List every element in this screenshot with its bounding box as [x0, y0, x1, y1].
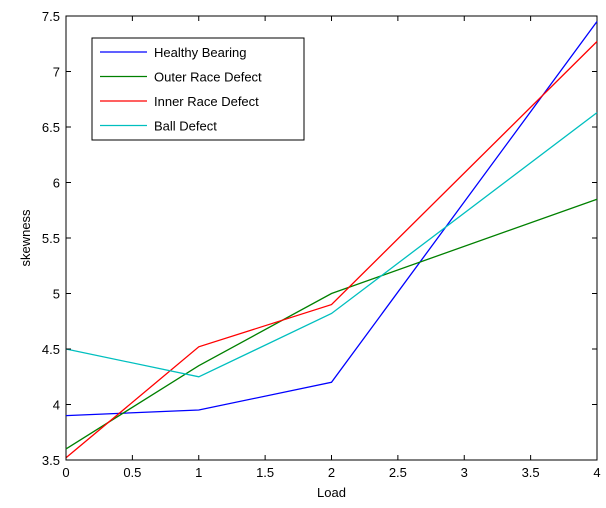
- y-axis-label: skewness: [18, 209, 33, 267]
- x-tick-label: 0: [62, 465, 69, 480]
- y-tick-label: 4: [53, 398, 60, 413]
- legend-label-3: Ball Defect: [154, 119, 217, 134]
- y-tick-label: 6.5: [42, 120, 60, 135]
- x-tick-label: 3.5: [522, 465, 540, 480]
- x-tick-label: 2.5: [389, 465, 407, 480]
- x-tick-label: 4: [593, 465, 600, 480]
- x-tick-label: 1.5: [256, 465, 274, 480]
- y-tick-label: 7: [53, 65, 60, 80]
- series-line-2: [65, 41, 598, 459]
- y-tick-labels: 3.5 4 4.5 5 5.5 6 6.5 7 7.5: [42, 9, 60, 468]
- series-line-0: [65, 21, 598, 417]
- series-lines: [65, 21, 598, 459]
- legend-label-1: Outer Race Defect: [154, 70, 262, 85]
- x-axis-label: Load: [317, 485, 346, 500]
- y-tick-label: 5.5: [42, 231, 60, 246]
- legend-label-2: Inner Race Defect: [154, 94, 259, 109]
- y-tick-label: 5: [53, 287, 60, 302]
- y-tick-label: 3.5: [42, 453, 60, 468]
- x-tick-label: 1: [195, 465, 202, 480]
- x-tick-label: 2: [328, 465, 335, 480]
- y-tick-label: 4.5: [42, 342, 60, 357]
- axis-ticks: [65, 15, 598, 461]
- x-tick-label: 0.5: [123, 465, 141, 480]
- y-tick-label: 7.5: [42, 9, 60, 24]
- legend-items: Healthy Bearing Outer Race Defect Inner Ra…: [100, 45, 262, 134]
- y-tick-label: 6: [53, 176, 60, 191]
- x-tick-label: 3: [461, 465, 468, 480]
- legend-box: [91, 37, 305, 141]
- series-line-3: [65, 112, 598, 378]
- legend: Healthy Bearing Outer Race Defect Inner Ra…: [91, 37, 305, 141]
- legend-label-0: Healthy Bearing: [154, 45, 247, 60]
- series-line-1: [65, 198, 598, 450]
- x-tick-labels: 0 0.5 1 1.5 2 2.5 3 3.5 4: [62, 465, 600, 480]
